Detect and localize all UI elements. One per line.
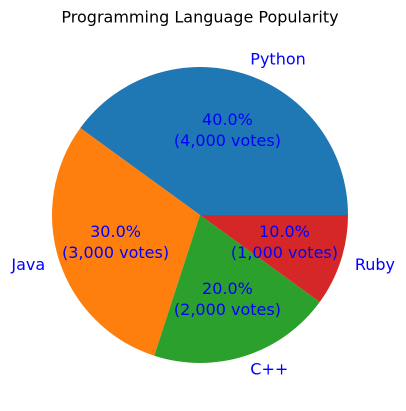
value-label: 10.0% (1,000 votes) xyxy=(231,221,338,261)
value-label: 30.0% (3,000 votes) xyxy=(62,221,169,261)
slice-label: C++ xyxy=(250,359,288,378)
value-label: 40.0% (4,000 votes) xyxy=(174,110,281,150)
pie-slice xyxy=(154,215,320,363)
slice-label: Java xyxy=(10,255,45,274)
chart-title: Programming Language Popularity xyxy=(61,8,338,27)
pie-slice xyxy=(200,215,348,302)
slice-label: Ruby xyxy=(355,255,395,274)
pie-slice xyxy=(80,66,348,215)
slice-label: Python xyxy=(250,50,305,69)
pie-slice xyxy=(51,128,200,356)
value-label: 20.0% (2,000 votes) xyxy=(174,278,281,318)
